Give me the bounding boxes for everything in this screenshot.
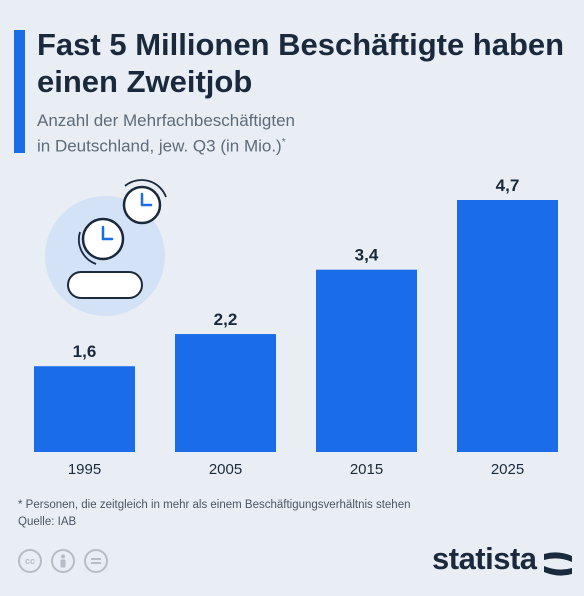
statista-logo[interactable]: statista [432,541,537,576]
equals-icon[interactable] [84,549,108,573]
cc-icon[interactable]: cc [18,549,42,573]
value-label-2015: 3,4 [355,246,379,265]
value-label-2025: 4,7 [496,176,520,195]
bar-2005 [175,334,276,452]
person-icon[interactable] [51,549,75,573]
footnote-text: * Personen, die zeitgleich in mehr als e… [18,499,411,511]
x-tick-2015: 2015 [350,461,383,478]
value-label-2005: 2,2 [214,310,238,329]
x-tick-2025: 2025 [491,461,524,478]
chart-title: Fast 5 Millionen Beschäftigte haben eine… [37,27,565,99]
value-label-1995: 1,6 [73,342,97,361]
bars-group [34,200,558,452]
subtitle-line-2: in Deutschland, jew. Q3 (in Mio.) [37,136,282,156]
subtitle-footnote-mark: * [281,137,286,148]
footnote-block: * Personen, die zeitgleich in mehr als e… [18,497,411,531]
subtitle-line-1: Anzahl der Mehrfachbeschäftigten [37,111,295,130]
source-text: Quelle: IAB [18,516,77,528]
license-icons: cc [18,549,108,573]
x-axis-ticks: 1995 2005 2015 2025 [68,461,524,478]
statista-logo-icon [544,552,572,576]
pillow-icon [67,271,143,299]
chart-subtitle: Anzahl der Mehrfachbeschäftigten in Deut… [37,110,537,158]
bar-2015 [316,269,417,452]
x-tick-1995: 1995 [68,461,101,478]
value-labels-group: 1,6 2,2 3,4 4,7 [73,176,520,361]
bar-1995 [34,366,135,452]
bar-2025 [457,200,558,452]
clock-icon [77,217,125,265]
x-tick-2005: 2005 [209,461,242,478]
clock-icon-2 [122,179,167,225]
title-accent-bar [14,30,25,153]
clock-illustration [45,179,167,316]
